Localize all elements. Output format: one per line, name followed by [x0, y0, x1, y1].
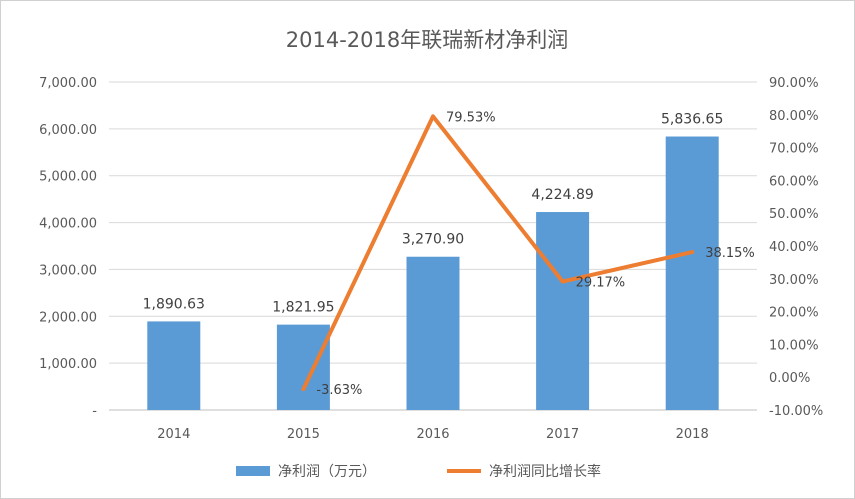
right-tick-label: 10.00%: [769, 338, 819, 353]
line-series: -3.63% 79.53% 29.17% 38.15%: [301, 110, 755, 398]
growth-line: [301, 114, 695, 392]
right-tick-label: 30.00%: [769, 273, 819, 288]
right-tick-label: 60.00%: [769, 174, 819, 189]
left-tick-label: 1,000.00: [39, 357, 97, 372]
right-axis: -10.00% 0.00% 10.00% 20.00% 30.00% 40.00% 50.0…: [769, 76, 823, 419]
right-tick-label: -10.00%: [769, 404, 823, 419]
legend-bar-swatch: [236, 466, 270, 476]
bar: [147, 321, 201, 410]
right-tick-label: 90.00%: [769, 76, 819, 91]
x-axis: 2014 2015 2016 2017 2018: [109, 409, 757, 442]
legend-bar-label: 净利润（万元）: [278, 464, 376, 480]
bar: [665, 136, 719, 410]
line-data-label: -3.63%: [316, 383, 362, 398]
left-tick-label: 4,000.00: [39, 217, 97, 232]
chart-title: 2014-2018年联瑞新材净利润: [286, 28, 568, 52]
right-tick-label: 20.00%: [769, 306, 819, 321]
line-data-label: 38.15%: [705, 246, 755, 261]
legend-line-label: 净利润同比增长率: [489, 463, 601, 480]
x-tick-label: 2018: [676, 427, 709, 442]
x-tick-label: 2016: [416, 427, 449, 442]
legend: 净利润（万元） 净利润同比增长率: [236, 463, 601, 480]
left-tick-label: -: [92, 404, 97, 419]
right-tick-label: 40.00%: [769, 240, 819, 255]
line-data-label: 29.17%: [576, 276, 626, 291]
bar-data-label: 5,836.65: [661, 112, 723, 128]
right-tick-label: 50.00%: [769, 207, 819, 222]
left-tick-label: 2,000.00: [39, 310, 97, 325]
bar: [536, 212, 590, 410]
left-tick-label: 5,000.00: [39, 170, 97, 185]
bar-data-label: 1,821.95: [272, 300, 334, 316]
line-point: [301, 387, 305, 391]
line-point: [431, 114, 435, 118]
left-tick-label: 7,000.00: [39, 76, 97, 91]
right-tick-label: 0.00%: [769, 371, 810, 386]
left-axis: - 1,000.00 2,000.00 3,000.00 4,000.00 5,000.0…: [39, 76, 97, 419]
right-tick-label: 70.00%: [769, 142, 819, 157]
x-tick-label: 2015: [287, 427, 320, 442]
bar: [406, 256, 460, 410]
bar: [276, 324, 330, 410]
bar-data-label: 1,890.63: [143, 296, 205, 312]
line-point: [690, 250, 694, 254]
left-tick-label: 6,000.00: [39, 123, 97, 138]
line-data-label: 79.53%: [446, 110, 496, 125]
line-point: [561, 280, 565, 284]
right-tick-label: 80.00%: [769, 109, 819, 124]
x-tick-label: 2017: [546, 427, 579, 442]
bar-series: 1,890.63 1,821.95 3,270.90 4,224.89 5,836.65: [143, 112, 723, 410]
x-tick-label: 2014: [157, 427, 190, 442]
bar-data-label: 3,270.90: [402, 232, 464, 248]
left-tick-label: 3,000.00: [39, 263, 97, 278]
bar-data-label: 4,224.89: [531, 187, 593, 203]
